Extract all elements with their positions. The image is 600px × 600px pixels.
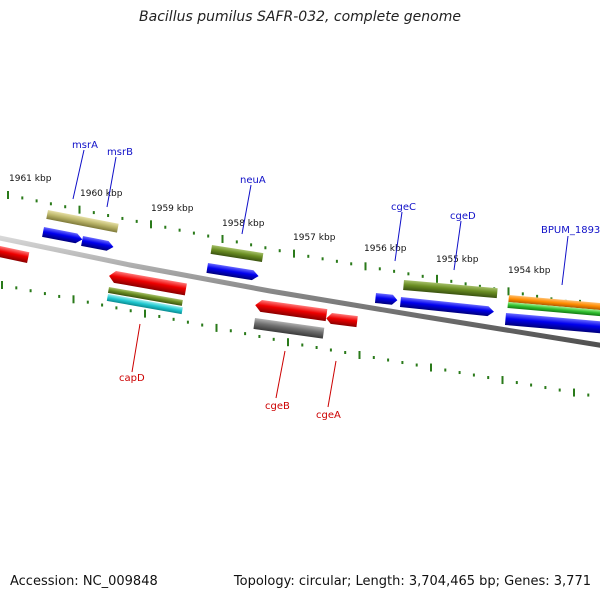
gene-label-BPUM_1893[interactable]: BPUM_1893 xyxy=(541,225,600,236)
gene-capD-feature[interactable] xyxy=(107,287,183,306)
genome-stats-text: Topology: circular; Length: 3,704,465 bp… xyxy=(233,574,591,589)
gene-label-cgeD[interactable]: cgeD xyxy=(450,211,476,222)
genome-backbone xyxy=(0,235,600,348)
gene-cgeB-arrow[interactable] xyxy=(254,299,328,322)
kbp-label: 1959 kbp xyxy=(151,204,194,214)
gene-label-capD[interactable]: capD xyxy=(119,373,145,384)
top-tick-track xyxy=(7,191,596,308)
gene-neuA-feature[interactable] xyxy=(210,245,264,263)
gene-arrow[interactable] xyxy=(504,313,600,334)
kbp-label: 1954 kbp xyxy=(508,266,551,276)
gene-cgeC-arrow[interactable] xyxy=(374,293,398,305)
kbp-label: 1961 kbp xyxy=(9,174,52,184)
kbp-label: 1960 kbp xyxy=(80,189,123,199)
kbp-label: 1956 kbp xyxy=(364,244,407,254)
accession-text: Accession: NC_009848 xyxy=(10,574,158,589)
features-bottom xyxy=(0,245,358,339)
gene-msrA-feature[interactable] xyxy=(46,210,119,233)
gene-label-cgeC[interactable]: cgeC xyxy=(391,202,416,213)
gene-arrow[interactable] xyxy=(42,227,83,244)
gene-labels-bottom: capD cgeB cgeA xyxy=(119,373,341,421)
gene-label-cgeA[interactable]: cgeA xyxy=(316,410,341,421)
kbp-label: 1957 kbp xyxy=(293,233,336,243)
diagram-title: Bacillus pumilus SAFR-032, complete geno… xyxy=(139,9,461,25)
gene-arrow[interactable] xyxy=(399,297,495,317)
features-top xyxy=(42,210,600,334)
gene-cgeD-feature[interactable] xyxy=(403,280,498,299)
gene-BPUM_1893-feature[interactable] xyxy=(507,302,600,317)
gene-labels-top: msrA msrB neuA cgeC cgeD BPUM_1893 xyxy=(72,140,600,236)
gene-arrow[interactable] xyxy=(206,263,259,281)
gene-cgeB-feature[interactable] xyxy=(253,318,325,339)
bottom-tick-track xyxy=(1,281,590,397)
gene-BPUM_1893-feature[interactable] xyxy=(508,295,600,311)
gene-arrow[interactable] xyxy=(81,236,114,252)
gene-label-msrA[interactable]: msrA xyxy=(72,140,98,151)
gene-label-neuA[interactable]: neuA xyxy=(240,175,266,186)
kbp-label: 1955 kbp xyxy=(436,255,479,265)
gene-cgeA-arrow[interactable] xyxy=(326,312,358,328)
gene-leader-lines xyxy=(72,149,569,408)
gene-label-cgeB[interactable]: cgeB xyxy=(265,401,290,412)
gene-capD-feature[interactable] xyxy=(106,294,183,315)
gene-capD-arrow[interactable] xyxy=(108,270,187,296)
gene-arrow-reverse[interactable] xyxy=(0,245,30,263)
gene-label-msrB[interactable]: msrB xyxy=(107,147,133,158)
